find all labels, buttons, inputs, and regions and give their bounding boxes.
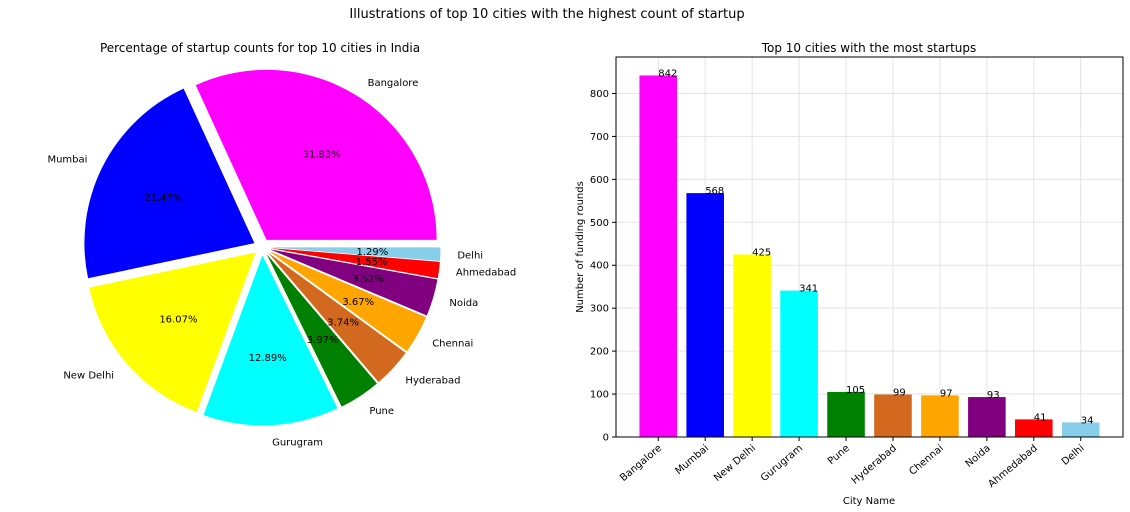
pie-label-noida: Noida: [449, 298, 478, 309]
pie-percent-new-delhi: 16.07%: [159, 315, 197, 326]
pie-label-bangalore: Bangalore: [368, 78, 419, 89]
pie-chart: Percentage of startup counts for top 10 …: [47, 41, 516, 449]
bar-y-tick-label: 500: [590, 218, 609, 229]
bar-y-tick-label: 100: [590, 390, 609, 401]
bar-noida: [968, 397, 1006, 437]
pie-label-delhi: Delhi: [457, 250, 483, 261]
pie-label-mumbai: Mumbai: [47, 155, 87, 166]
pie-percent-noida: 3.52%: [352, 274, 384, 285]
bar-bangalore: [639, 75, 678, 437]
bar-x-tick-label-ahmedabad: Ahmedabad: [986, 443, 1039, 490]
pie-percent-ahmedabad: 1.55%: [356, 257, 388, 268]
bar-y-tick-label: 700: [590, 132, 609, 143]
pie-label-gurugram: Gurugram: [272, 438, 323, 449]
bar-y-tick-label: 600: [590, 175, 609, 186]
pie-slice-gurugram: [203, 255, 338, 426]
bar-y-tick-label: 0: [603, 433, 609, 444]
bar-x-tick-label-pune: Pune: [826, 443, 852, 467]
bar-x-tick-label-delhi: Delhi: [1060, 443, 1087, 468]
pie-title: Percentage of startup counts for top 10 …: [100, 41, 420, 55]
bar-y-axis-label: Number of funding rounds: [575, 181, 586, 313]
bar-y-tick-label: 300: [590, 304, 609, 315]
pie-slice-delhi: [270, 247, 441, 262]
pie-slice-ahmedabad: [270, 248, 440, 279]
bar-data-label-ahmedabad: 41: [1034, 412, 1047, 423]
pie-slice-chennai: [269, 251, 427, 352]
pie-slice-bangalore: [195, 69, 437, 240]
figure-suptitle: Illustrations of top 10 cities with the …: [349, 7, 744, 22]
bar-gurugram: [780, 290, 818, 437]
bar-data-label-delhi: 34: [1081, 415, 1094, 426]
bar-y-tick-label: 800: [590, 89, 609, 100]
bar-new-delhi: [733, 254, 771, 437]
bar-data-labels: 842 568 425 341 105 99 97 93 41 34: [658, 68, 1093, 426]
bar-x-axis-label: City Name: [843, 496, 895, 507]
bar-x-tick-label-bangalore: Bangalore: [618, 443, 664, 484]
pie-percent-delhi: 1.29%: [357, 247, 389, 258]
bar-axes-frame: [615, 56, 1124, 438]
pie-slice-hyderabad: [268, 252, 406, 383]
pie-percent-pune: 3.97%: [307, 335, 339, 346]
bar-x-tick-label-gurugram: Gurugram: [759, 443, 805, 484]
bar-pune: [827, 391, 865, 437]
pie-slice-noida: [270, 249, 438, 316]
bar-y-tick-label: 400: [590, 261, 609, 272]
bar-mumbai: [686, 193, 724, 437]
bar-data-label-new-delhi: 425: [752, 248, 771, 259]
bar-hyderabad: [874, 394, 912, 437]
bar-data-label-mumbai: 568: [705, 186, 724, 197]
pie-label-new-delhi: New Delhi: [63, 370, 114, 381]
pie-slice-mumbai: [84, 88, 255, 279]
bar-bars: [639, 75, 1100, 437]
bar-data-label-hyderabad: 99: [893, 387, 906, 398]
pie-percent-hyderabad: 3.74%: [327, 318, 359, 329]
pie-labels: Bangalore 31.83% Mumbai 21.47% New Delhi 16.0…: [47, 78, 516, 449]
pie-percent-chennai: 3.67%: [342, 297, 374, 308]
bar-data-label-chennai: 97: [940, 388, 953, 399]
bar-data-label-pune: 105: [846, 385, 865, 396]
bar-y-ticks: 0 100 200 300 400 500 600 700 800: [590, 89, 616, 444]
pie-percent-gurugram: 12.89%: [249, 353, 287, 364]
bar-x-tick-label-hyderabad: Hyderabad: [850, 443, 899, 487]
bar-data-label-bangalore: 842: [658, 68, 677, 79]
pie-slices: [84, 69, 441, 426]
pie-label-hyderabad: Hyderabad: [405, 375, 460, 386]
bar-x-tick-label-mumbai: Mumbai: [673, 443, 711, 477]
bar-x-ticks: Bangalore Mumbai New Delhi Gurugram PuneHyde…: [618, 437, 1087, 490]
bar-ahmedabad: [1015, 419, 1053, 437]
bar-x-tick-label-noida: Noida: [964, 443, 993, 470]
pie-label-pune: Pune: [369, 406, 394, 417]
pie-slice-new-delhi: [89, 252, 256, 413]
bar-x-tick-label-chennai: Chennai: [907, 443, 946, 478]
bar-chart: Top 10 cities with the most startups 842…: [575, 41, 1124, 507]
bar-data-label-noida: 93: [987, 390, 1000, 401]
bar-delhi: [1061, 422, 1100, 437]
pie-slice-pune: [266, 254, 377, 407]
bar-y-tick-label: 200: [590, 347, 609, 358]
pie-percent-bangalore: 31.83%: [303, 150, 341, 161]
bar-x-tick-label-new-delhi: New Delhi: [712, 443, 758, 484]
pie-label-chennai: Chennai: [432, 339, 473, 350]
bar-data-label-gurugram: 341: [799, 284, 818, 295]
pie-percent-mumbai: 21.47%: [144, 193, 182, 204]
bar-title: Top 10 cities with the most startups: [761, 41, 977, 55]
bar-chennai: [921, 395, 959, 437]
pie-label-ahmedabad: Ahmedabad: [456, 268, 516, 279]
